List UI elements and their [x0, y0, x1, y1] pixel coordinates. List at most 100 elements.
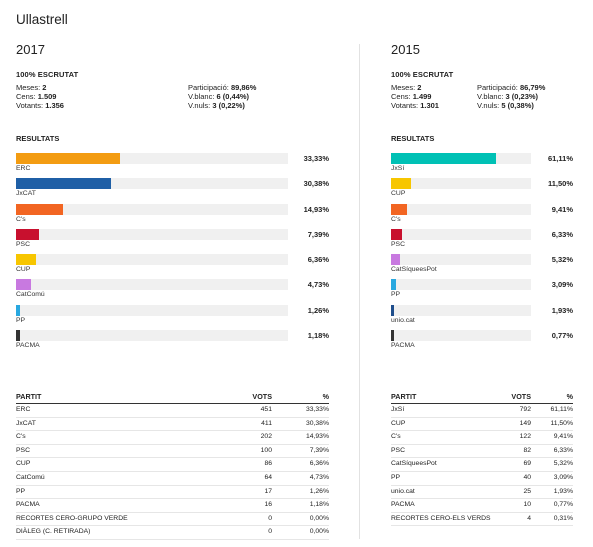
cell-party: CatComú	[16, 473, 45, 481]
bar-fill	[16, 153, 121, 164]
stat-line: Participació: 89,86%	[188, 83, 256, 92]
cell-party: JxSí	[391, 406, 405, 413]
scrutat-status: 100% ESCRUTAT	[391, 70, 454, 79]
bar-fill	[16, 228, 40, 240]
bar-party-label: CatComú	[16, 291, 45, 299]
cell-votes: 4	[527, 514, 531, 522]
stat-label: V.nuls:	[188, 101, 211, 110]
bar-row: 6,36% CUP	[16, 254, 329, 279]
bar-percent: 3,09%	[551, 280, 573, 290]
cell-votes: 411	[261, 419, 272, 427]
bar-percent: 33,33%	[303, 154, 329, 163]
cell-votes: 792	[519, 406, 531, 413]
bar-party-label: CatSíqueesPot	[391, 266, 437, 274]
results-table: PARTIT VOTS% JxSí 792 61,11% CUP 149 11,50% C's 1…	[391, 392, 573, 527]
election-year: 2017	[16, 42, 45, 57]
stat-label: V.nuls:	[477, 101, 500, 110]
bar-row: 4,73% CatComú	[16, 279, 329, 304]
cell-pct: 33,33%	[305, 406, 329, 413]
results-heading: RESULTATS	[391, 134, 435, 143]
bar-party-label: C's	[16, 215, 26, 223]
cell-votes: 0	[268, 528, 272, 536]
cell-votes: 149	[519, 419, 531, 427]
cell-pct: 14,93%	[305, 433, 329, 441]
stat-line: Meses: 2	[391, 83, 439, 92]
stat-line: V.blanc: 6 (0,44%)	[188, 92, 256, 101]
bar-track	[391, 304, 531, 316]
stat-line: Cens: 1.509	[16, 92, 64, 101]
election-2017-panel: 2017 100% ESCRUTAT Meses: 2 Cens: 1.509 Vota…	[16, 40, 329, 540]
bar-fill	[16, 254, 36, 266]
cell-party: PSC	[391, 446, 405, 454]
cell-party: unio.cat	[391, 487, 415, 495]
stats-left: Meses: 2 Cens: 1.499 Votants: 1.301	[391, 83, 439, 110]
table-row: PP 17 1,26%	[16, 486, 329, 500]
bar-percent: 6,33%	[551, 229, 573, 239]
bar-party-label: PACMA	[16, 342, 40, 350]
bar-track	[16, 203, 288, 215]
bar-percent: 11,50%	[547, 179, 573, 189]
stat-label: Votants:	[16, 101, 44, 110]
bar-fill	[16, 330, 20, 342]
stat-label: Participació:	[477, 83, 518, 92]
table-row: JxCAT 411 30,38%	[16, 418, 329, 432]
stat-label: Cens:	[16, 92, 36, 101]
bar-row: 1,93% unio.cat	[391, 304, 573, 330]
cell-votes: 64	[264, 473, 272, 481]
stat-label: Participació:	[188, 83, 229, 92]
col-header-pct: %	[566, 392, 573, 401]
table-header: PARTIT VOTS%	[16, 392, 329, 404]
cell-party: PP	[16, 487, 26, 495]
table-row: C's 122 9,41%	[391, 431, 573, 445]
bar-track	[16, 279, 288, 291]
cell-votes: 122	[519, 433, 531, 441]
election-2015-panel: 2015 100% ESCRUTAT Meses: 2 Cens: 1.499 Vota…	[391, 40, 573, 527]
stats-right: Participació: 89,86% V.blanc: 6 (0,44%) V.…	[188, 83, 256, 110]
table-row: PP 40 3,09%	[391, 472, 573, 486]
column-divider	[359, 44, 360, 539]
bar-party-label: PSC	[16, 240, 30, 248]
bar-track	[16, 228, 288, 240]
cell-votes: 16	[264, 501, 272, 509]
bar-track	[391, 228, 531, 240]
stat-value: 86,79%	[519, 83, 546, 92]
bar-track	[16, 304, 288, 316]
cell-votes: 451	[260, 406, 272, 413]
bar-percent: 9,41%	[551, 204, 573, 214]
bar-track	[391, 203, 531, 215]
results-heading: RESULTATS	[16, 134, 60, 143]
table-row: RECORTES CERO-GRUPO VERDE 0 0,00%	[16, 513, 329, 527]
cell-party: PP	[391, 473, 401, 481]
stat-label: Meses:	[16, 83, 41, 92]
col-header-party: PARTIT	[391, 392, 417, 401]
election-year: 2015	[391, 42, 420, 57]
stat-value: 1.301	[420, 101, 439, 110]
table-row: JxSí 792 61,11%	[391, 404, 573, 418]
bar-party-label: JxCAT	[16, 190, 36, 198]
col-header-pct: %	[322, 392, 329, 401]
table-row: unio.cat 25 1,93%	[391, 486, 573, 500]
cell-votes: 86	[264, 460, 272, 468]
stats-right: Participació: 86,79% V.blanc: 3 (0,23%) V.…	[477, 83, 545, 110]
bar-fill	[16, 279, 31, 291]
bar-percent: 1,93%	[551, 305, 573, 315]
cell-pct: 30,38%	[305, 419, 329, 427]
bar-fill	[391, 153, 497, 164]
cell-pct: 0,31%	[553, 514, 573, 522]
bar-row: 14,93% C's	[16, 203, 329, 229]
stat-line: Participació: 86,79%	[477, 83, 545, 92]
bar-percent: 5,32%	[551, 255, 573, 265]
cell-votes: 202	[260, 433, 272, 441]
bar-row: 61,11% JxSí	[391, 153, 573, 178]
bar-track	[391, 153, 531, 164]
cell-votes: 40	[523, 473, 531, 481]
bar-row: 7,39% PSC	[16, 228, 329, 254]
cell-votes: 25	[523, 487, 531, 495]
table-row: DIÀLEG (C. RETIRADA) 0 0,00%	[16, 526, 329, 540]
table-row: PACMA 16 1,18%	[16, 499, 329, 513]
cell-pct: 6,36%	[309, 460, 329, 468]
bar-track	[391, 178, 531, 190]
cell-votes: 17	[264, 487, 272, 495]
cell-party: ERC	[16, 406, 31, 413]
cell-pct: 1,26%	[309, 487, 329, 495]
